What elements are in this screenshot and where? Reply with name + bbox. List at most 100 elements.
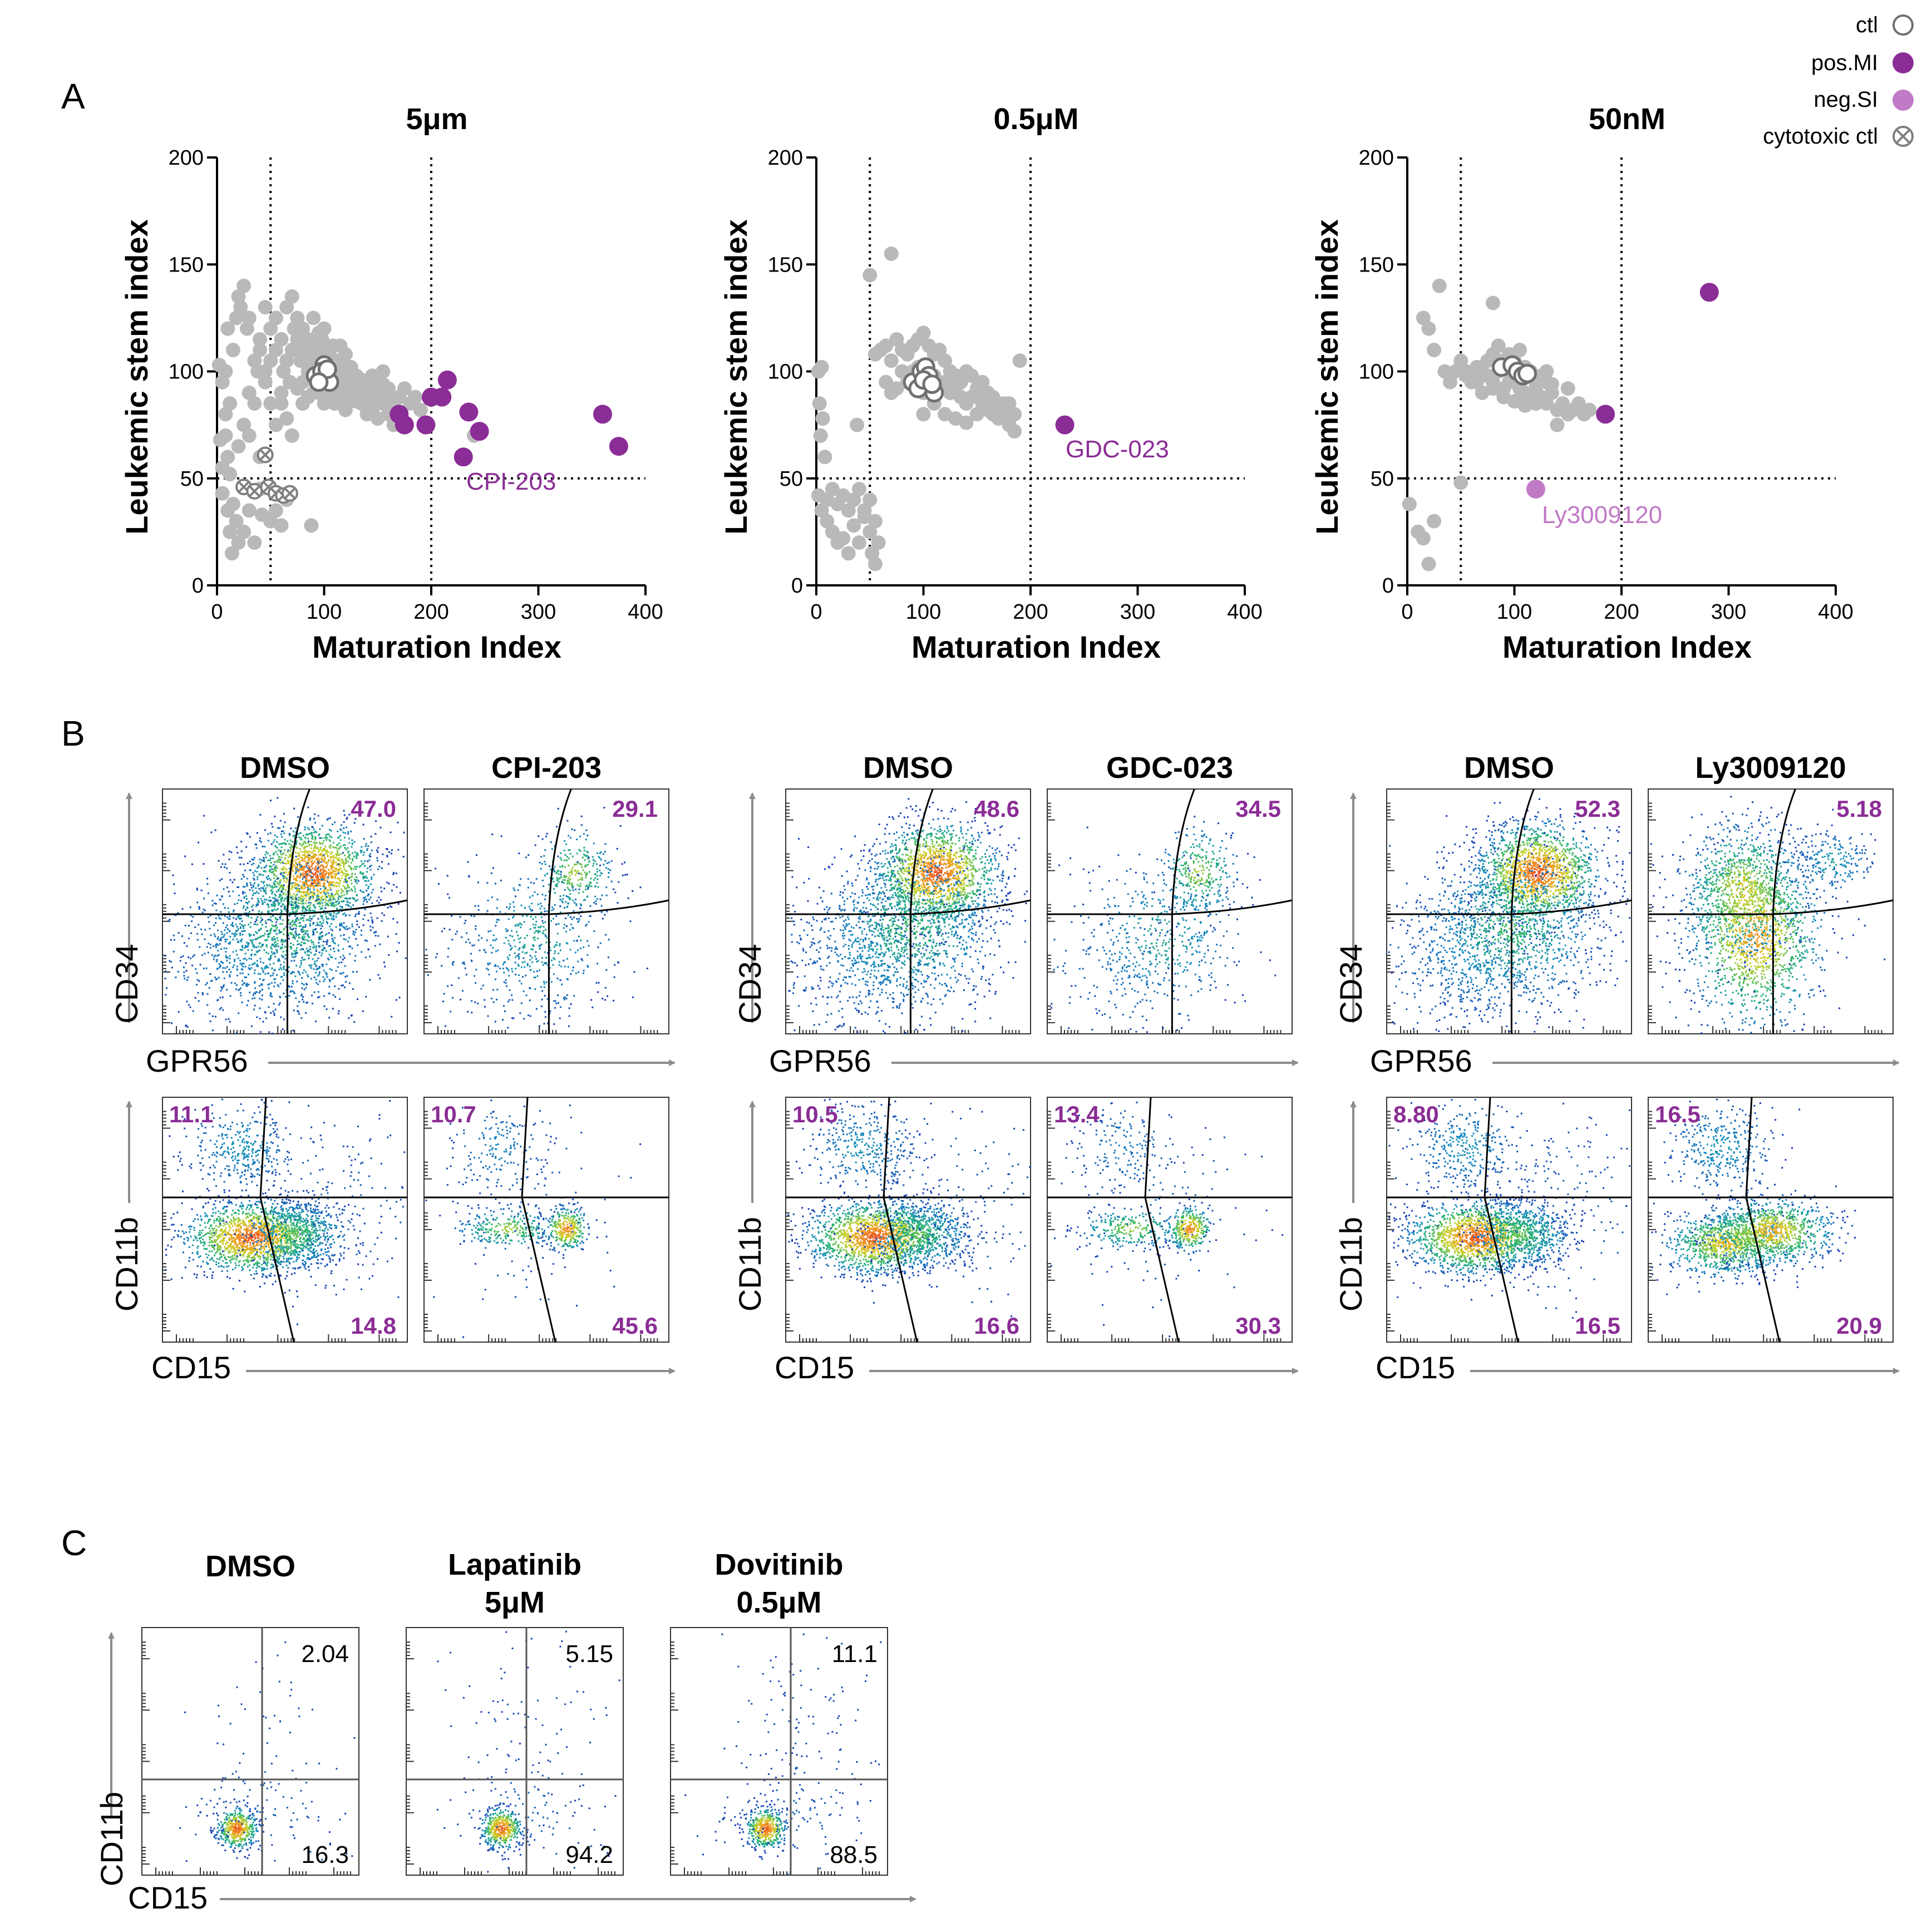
event-dot xyxy=(171,967,173,969)
event-dot xyxy=(574,901,576,904)
event-dot xyxy=(312,946,314,949)
event-dot xyxy=(259,949,261,951)
event-dot xyxy=(292,944,294,946)
event-dot xyxy=(254,843,257,845)
event-dot xyxy=(310,1242,313,1244)
event-dot xyxy=(249,881,252,884)
event-dot xyxy=(563,959,565,962)
event-dot xyxy=(226,989,228,991)
event-dot xyxy=(256,924,258,926)
event-dot xyxy=(283,875,285,877)
event-dot xyxy=(334,877,336,879)
event-dot xyxy=(529,987,531,989)
event-dot xyxy=(370,841,372,844)
event-dot xyxy=(178,1230,180,1232)
event-dot xyxy=(601,894,603,896)
event-dot xyxy=(336,854,338,856)
event-dot xyxy=(260,919,263,921)
event-dot xyxy=(302,866,304,869)
event-dot xyxy=(244,965,247,968)
event-dot xyxy=(544,951,546,953)
event-dot xyxy=(347,831,349,833)
event-dot xyxy=(323,879,326,881)
event-dot xyxy=(329,895,332,897)
event-dot xyxy=(262,971,264,973)
event-dot xyxy=(332,916,334,918)
event-dot xyxy=(323,889,326,891)
event-dot xyxy=(196,979,199,981)
event-dot xyxy=(335,926,337,928)
event-dot xyxy=(564,965,566,968)
event-dot xyxy=(250,884,252,886)
event-dot xyxy=(566,958,568,960)
event-dot xyxy=(563,894,565,896)
event-dot xyxy=(201,1229,204,1231)
event-dot xyxy=(308,964,310,967)
event-dot xyxy=(343,894,346,896)
event-dot xyxy=(218,915,220,917)
event-dot xyxy=(585,829,588,831)
event-dot xyxy=(273,874,275,876)
event-dot xyxy=(369,865,371,867)
event-dot xyxy=(274,1230,277,1232)
data-point-other xyxy=(916,407,931,422)
event-dot xyxy=(513,906,515,908)
event-dot xyxy=(471,1012,473,1014)
event-dot xyxy=(233,909,235,911)
event-dot xyxy=(265,930,268,932)
event-dot xyxy=(278,861,280,863)
event-dot xyxy=(533,937,535,939)
event-dot xyxy=(297,1204,299,1206)
event-dot xyxy=(272,1230,274,1232)
event-dot xyxy=(290,960,293,962)
event-dot xyxy=(545,981,548,983)
event-dot xyxy=(284,842,286,845)
event-dot xyxy=(311,860,313,862)
event-dot xyxy=(646,967,648,969)
event-dot xyxy=(303,855,305,857)
event-dot xyxy=(215,1219,218,1221)
event-dot xyxy=(515,968,517,970)
event-dot xyxy=(328,954,331,956)
event-dot xyxy=(203,1245,205,1247)
event-dot xyxy=(267,912,269,914)
event-dot xyxy=(300,914,303,916)
event-dot xyxy=(250,1225,253,1227)
event-dot xyxy=(352,930,354,933)
event-dot xyxy=(289,1221,292,1223)
event-dot xyxy=(272,826,274,828)
event-dot xyxy=(326,839,328,841)
event-dot xyxy=(474,975,476,977)
event-dot xyxy=(209,1236,211,1238)
event-dot xyxy=(326,943,328,945)
event-dot xyxy=(344,965,346,967)
event-dot xyxy=(307,880,309,882)
event-dot xyxy=(302,1217,304,1220)
event-dot xyxy=(303,884,305,886)
event-dot xyxy=(256,960,258,962)
event-dot xyxy=(249,869,252,871)
event-dot xyxy=(345,888,347,890)
event-dot xyxy=(329,817,331,819)
y-axis-label: Leukemic stem index xyxy=(1309,219,1344,534)
event-dot xyxy=(188,1004,190,1006)
event-dot xyxy=(342,1226,344,1228)
event-dot xyxy=(574,829,576,831)
event-dot xyxy=(262,1250,264,1252)
event-dot xyxy=(312,872,314,875)
event-dot xyxy=(283,868,285,870)
event-dot xyxy=(219,1217,221,1220)
event-dot xyxy=(271,905,273,907)
event-dot xyxy=(191,863,193,865)
event-dot xyxy=(192,1259,194,1261)
event-dot xyxy=(569,929,571,931)
event-dot xyxy=(295,859,297,861)
event-dot xyxy=(307,890,309,892)
event-dot xyxy=(262,1020,264,1023)
event-dot xyxy=(613,888,615,890)
y-tick-label: 150 xyxy=(169,253,204,277)
event-dot xyxy=(250,1260,253,1262)
event-dot xyxy=(274,883,276,885)
event-dot xyxy=(317,900,319,902)
